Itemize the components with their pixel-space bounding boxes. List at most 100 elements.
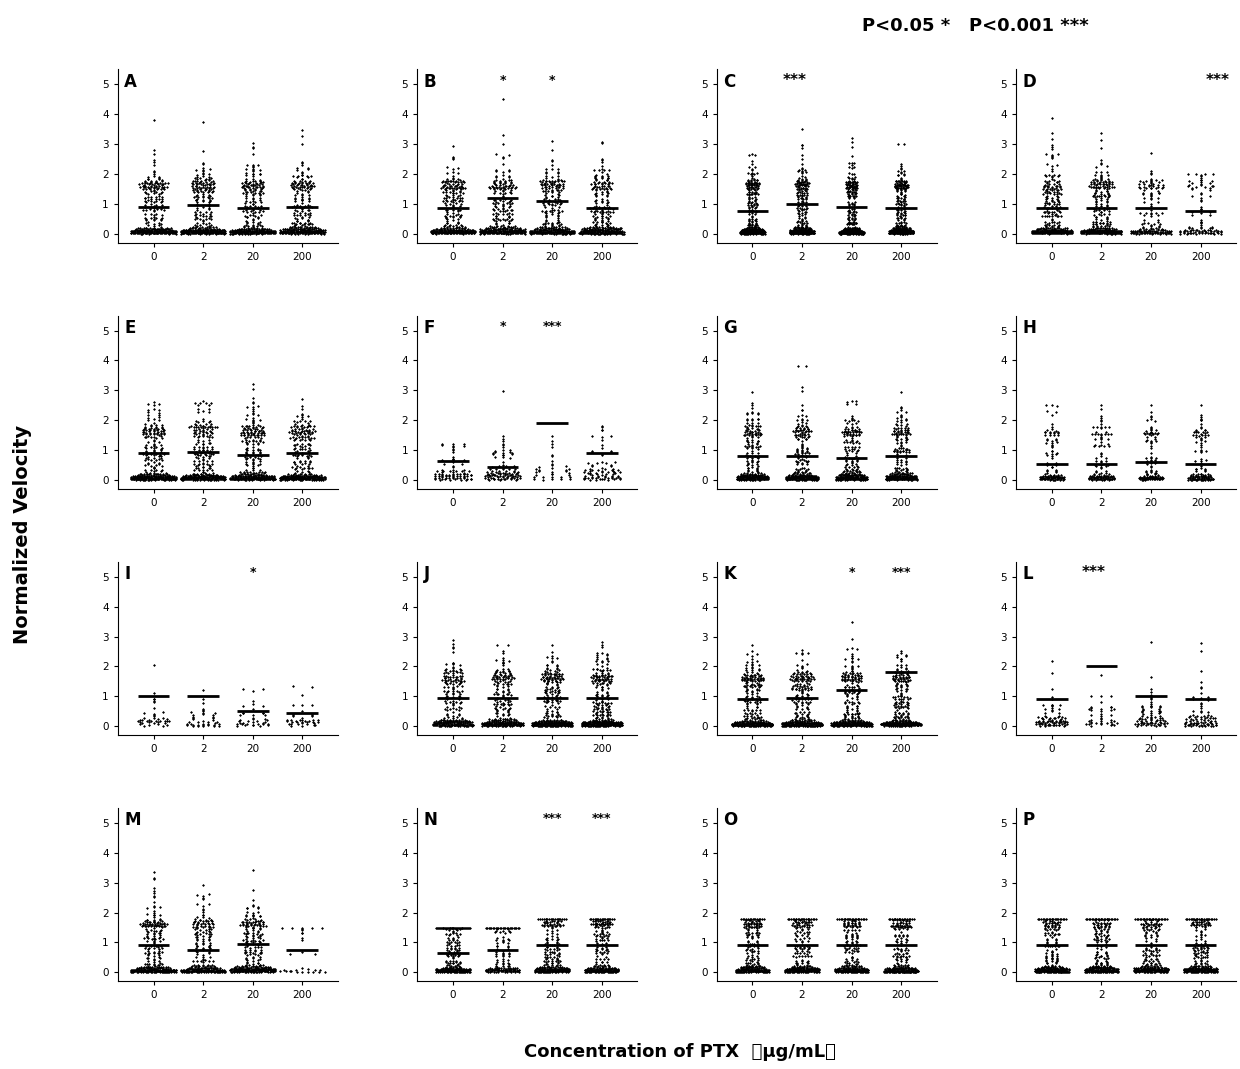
Point: [589, 962, 609, 979]
Point: [549, 960, 569, 977]
Point: [893, 945, 913, 962]
Point: [243, 189, 263, 206]
Point: [792, 213, 812, 230]
Text: B: B: [424, 73, 436, 91]
Point: [898, 710, 918, 727]
Point: [800, 958, 820, 975]
Point: [498, 205, 518, 222]
Point: [284, 469, 304, 486]
Point: [424, 223, 444, 241]
Point: [1029, 963, 1049, 980]
Point: [1081, 960, 1101, 977]
Point: [833, 962, 853, 979]
Point: [739, 158, 759, 175]
Point: [893, 470, 913, 487]
Point: [188, 438, 208, 455]
Point: [243, 401, 263, 418]
Point: [801, 678, 821, 695]
Point: [249, 944, 269, 961]
Point: [501, 470, 521, 487]
Point: [1132, 216, 1152, 233]
Point: [1148, 189, 1168, 206]
Point: [498, 207, 518, 224]
Point: [533, 668, 553, 685]
Point: [148, 425, 167, 443]
Point: [743, 712, 763, 729]
Point: [748, 410, 768, 428]
Point: [908, 961, 928, 978]
Point: [851, 470, 870, 487]
Point: [589, 713, 609, 730]
Point: [1037, 945, 1056, 962]
Point: [548, 717, 568, 734]
Point: [787, 221, 807, 238]
Point: [443, 220, 463, 237]
Point: [1091, 428, 1111, 445]
Point: [743, 661, 763, 678]
Point: [875, 470, 895, 487]
Point: [797, 688, 817, 706]
Point: [1190, 925, 1210, 942]
Point: [1052, 910, 1071, 927]
Point: [129, 962, 149, 979]
Point: [1192, 224, 1211, 242]
Point: [181, 221, 201, 238]
Point: [1100, 914, 1120, 931]
Point: [588, 963, 608, 980]
Point: [583, 444, 603, 461]
Point: [144, 923, 164, 940]
Point: [1203, 962, 1223, 979]
Point: [539, 670, 559, 687]
Point: [861, 715, 880, 732]
Point: [737, 955, 756, 972]
Point: [587, 203, 606, 220]
Point: [734, 910, 754, 927]
Point: [830, 715, 849, 732]
Point: [784, 947, 804, 964]
Point: [239, 222, 259, 239]
Point: [143, 175, 162, 192]
Point: [785, 470, 805, 487]
Point: [792, 418, 812, 435]
Point: [236, 410, 255, 428]
Point: [136, 215, 156, 232]
Point: [1096, 449, 1116, 466]
Point: [445, 960, 465, 977]
Point: [1086, 197, 1106, 214]
Point: [1133, 469, 1153, 486]
Point: [746, 198, 766, 215]
Point: [144, 888, 164, 905]
Point: [756, 713, 776, 730]
Point: [587, 191, 606, 208]
Point: [1047, 431, 1066, 448]
Point: [1141, 934, 1161, 951]
Point: [1198, 940, 1218, 957]
Point: [505, 963, 525, 980]
Point: [743, 410, 763, 428]
Point: [212, 222, 232, 239]
Point: [143, 961, 162, 978]
Point: [479, 714, 498, 731]
Point: [749, 447, 769, 464]
Point: [743, 669, 763, 686]
Point: [255, 711, 275, 728]
Point: [160, 468, 180, 485]
Point: [1190, 168, 1210, 185]
Point: [129, 470, 149, 487]
Point: [536, 935, 556, 952]
Point: [785, 716, 805, 733]
Point: [800, 465, 820, 482]
Point: [601, 713, 621, 730]
Point: [296, 221, 316, 238]
Point: [144, 911, 164, 928]
Point: [534, 917, 554, 934]
Point: [237, 434, 257, 451]
Point: [833, 713, 853, 730]
Point: [743, 682, 763, 699]
Point: [742, 171, 761, 188]
Point: [497, 714, 517, 731]
Point: [492, 663, 512, 680]
Point: [187, 187, 207, 204]
Point: [848, 681, 868, 698]
Point: [427, 226, 446, 243]
